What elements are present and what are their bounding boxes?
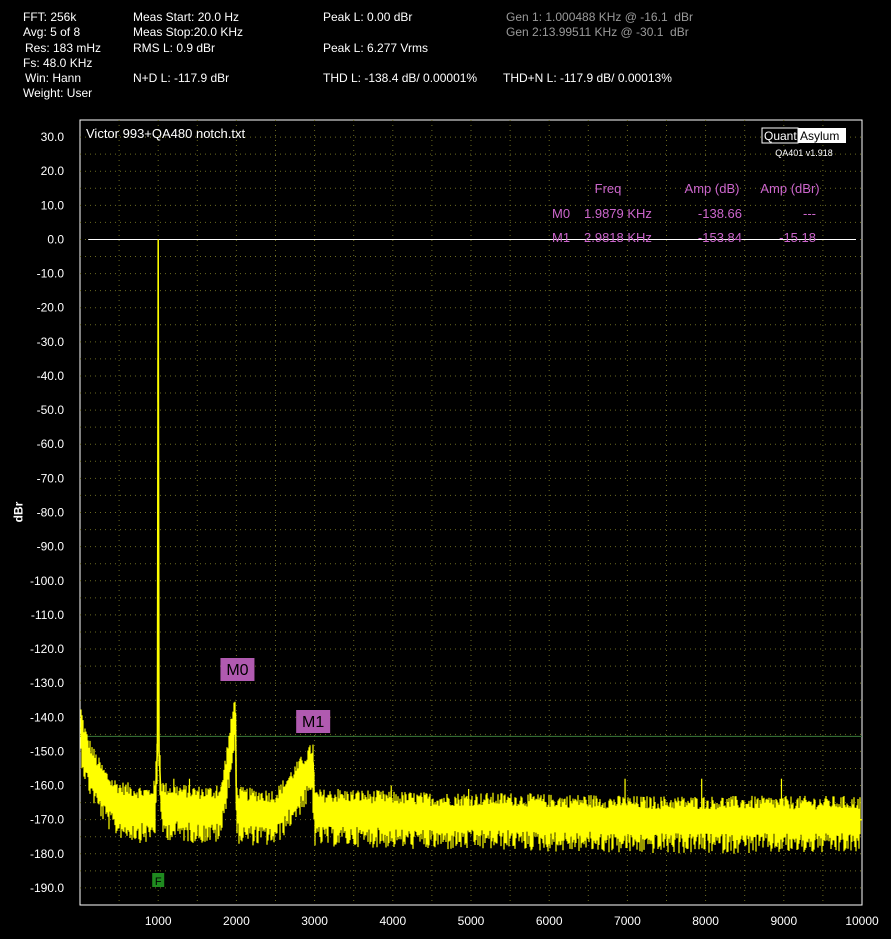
- marker-table-name: M0: [552, 206, 570, 221]
- avg-label: Avg: 5 of 8: [23, 25, 81, 39]
- y-tick-label: 0.0: [47, 232, 64, 246]
- peak-dbr-label: Peak L: 0.00 dBr: [323, 10, 413, 24]
- logo-right-text: Asylum: [800, 129, 839, 143]
- y-tick-label: 20.0: [41, 164, 65, 178]
- fs-label: Fs: 48.0 KHz: [23, 56, 93, 70]
- marker-label-box: [220, 658, 255, 681]
- nd-label: N+D L: -117.9 dBr: [133, 71, 230, 85]
- marker-label: M1: [302, 714, 324, 731]
- y-tick-label: -20.0: [37, 301, 65, 315]
- y-tick-label: -90.0: [37, 540, 65, 554]
- x-tick-label: 6000: [536, 914, 563, 928]
- y-tick-label: 30.0: [41, 130, 65, 144]
- marker-label: M0: [226, 662, 248, 679]
- marker-table-header: Amp (dB): [685, 181, 740, 196]
- x-tick-label: 1000: [145, 914, 172, 928]
- marker-table-amp-dbr: -15.18: [779, 230, 816, 245]
- y-tick-label: -100.0: [30, 574, 64, 588]
- logo-version: QA401 v1.918: [775, 148, 833, 158]
- thd-label: THD L: -138.4 dB/ 0.00001%: [323, 71, 478, 85]
- fundamental-marker-label: F: [155, 876, 162, 888]
- fft-label: FFT: 256k: [23, 10, 77, 24]
- gen1-label: Gen 1: 1.000488 KHz @ -16.1 dBr: [506, 10, 693, 24]
- marker-table-amp-db: -138.66: [698, 206, 742, 221]
- x-tick-label: 7000: [614, 914, 641, 928]
- y-tick-label: -60.0: [37, 437, 65, 451]
- y-tick-label: -10.0: [37, 267, 65, 281]
- x-tick-label: 10000: [845, 914, 879, 928]
- x-tick-label: 8000: [692, 914, 719, 928]
- marker-table-header: Amp (dBr): [760, 181, 819, 196]
- y-tick-label: -120.0: [30, 642, 64, 656]
- peak-vrms-label: Peak L: 6.277 Vrms: [323, 41, 428, 55]
- x-tick-label: 3000: [301, 914, 328, 928]
- marker-table-header: Freq: [595, 181, 622, 196]
- y-tick-label: -70.0: [37, 471, 65, 485]
- chart-title: Victor 993+QA480 notch.txt: [86, 126, 245, 141]
- win-label: Win: Hann: [25, 71, 82, 85]
- y-tick-label: -50.0: [37, 403, 65, 417]
- x-tick-label: 4000: [379, 914, 406, 928]
- fundamental-marker-box: [152, 873, 165, 887]
- logo-right-box: [798, 128, 846, 143]
- y-tick-label: -170.0: [30, 813, 64, 827]
- meas-start-label: Meas Start: 20.0 Hz: [133, 10, 240, 24]
- y-tick-label: 10.0: [41, 198, 65, 212]
- marker-table-freq: 1.9879 KHz: [584, 206, 652, 221]
- thdn-label: THD+N L: -117.9 dB/ 0.00013%: [503, 71, 672, 85]
- marker-table-amp-dbr: ---: [803, 206, 816, 221]
- y-tick-label: -180.0: [30, 847, 64, 861]
- y-tick-label: -190.0: [30, 881, 64, 895]
- y-tick-label: -140.0: [30, 710, 64, 724]
- marker-table-amp-db: -153.84: [698, 230, 742, 245]
- y-tick-label: -150.0: [30, 744, 64, 758]
- x-tick-label: 9000: [770, 914, 797, 928]
- y-tick-label: -40.0: [37, 369, 65, 383]
- weight-label: Weight: User: [23, 86, 93, 100]
- y-tick-label: -30.0: [37, 335, 65, 349]
- y-tick-label: -80.0: [37, 506, 65, 520]
- y-tick-label: -160.0: [30, 779, 64, 793]
- logo-left-text: Quant: [764, 129, 797, 143]
- gen2-label: Gen 2:13.99511 KHz @ -30.1 dBr: [506, 25, 689, 39]
- res-label: Res: 183 mHz: [25, 41, 102, 55]
- spectrum-line: [80, 239, 862, 821]
- marker-label-box: [296, 710, 331, 733]
- marker-table-name: M1: [552, 230, 570, 245]
- x-tick-label: 2000: [223, 914, 250, 928]
- meas-stop-label: Meas Stop:20.0 KHz: [133, 25, 244, 39]
- x-tick-label: 5000: [458, 914, 485, 928]
- rms-label: RMS L: 0.9 dBr: [133, 41, 216, 55]
- y-tick-label: -110.0: [31, 608, 64, 622]
- y-tick-label: -130.0: [30, 676, 64, 690]
- marker-table-freq: 2.9818 KHz: [584, 230, 652, 245]
